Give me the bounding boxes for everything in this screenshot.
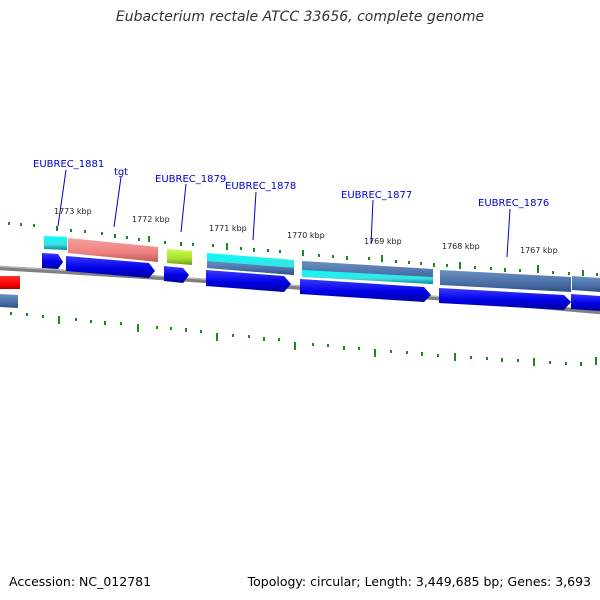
feature-box[interactable] xyxy=(572,276,600,292)
gene-label[interactable]: EUBREC_1879 xyxy=(155,174,226,185)
gene-label[interactable]: tgt xyxy=(114,167,128,178)
feature-box[interactable] xyxy=(167,249,192,265)
feature-box[interactable] xyxy=(0,294,18,308)
cds-arrow[interactable] xyxy=(66,256,155,278)
gene-label[interactable]: EUBREC_1881 xyxy=(33,159,104,170)
scale-label: 1773 kbp xyxy=(54,207,92,216)
feature-box[interactable] xyxy=(302,270,433,284)
cds-arrow[interactable] xyxy=(571,294,600,311)
scale-label: 1769 kbp xyxy=(364,237,402,246)
scale-labels: 1773 kbp 1772 kbp 1771 kbp 1770 kbp 1769… xyxy=(54,207,558,255)
cds-arrow[interactable] xyxy=(300,279,431,302)
inner-tick-row xyxy=(10,312,597,366)
scale-label: 1767 kbp xyxy=(520,246,558,255)
genome-summary-label: Topology: circular; Length: 3,449,685 bp… xyxy=(247,574,591,589)
gene-label[interactable]: EUBREC_1877 xyxy=(341,190,412,201)
scale-label: 1768 kbp xyxy=(442,242,480,251)
feature-box[interactable] xyxy=(44,236,67,250)
cds-arrow[interactable] xyxy=(439,288,571,310)
feature-box[interactable] xyxy=(440,270,571,292)
scale-label: 1772 kbp xyxy=(132,215,170,224)
feature-box[interactable] xyxy=(207,261,294,275)
scale-label: 1771 kbp xyxy=(209,224,247,233)
feature-box[interactable] xyxy=(68,238,158,262)
feature-track-upper xyxy=(0,236,600,308)
outer-tick-row xyxy=(8,222,598,276)
trna-arrow[interactable] xyxy=(0,276,20,289)
feature-track-lower xyxy=(0,253,600,311)
gene-label[interactable]: EUBREC_1876 xyxy=(478,198,549,209)
scale-label: 1770 kbp xyxy=(287,231,325,240)
label-leaders xyxy=(57,169,511,258)
accession-label: Accession: NC_012781 xyxy=(9,574,152,589)
cds-arrow[interactable] xyxy=(42,253,63,269)
gene-label[interactable]: EUBREC_1878 xyxy=(225,181,296,192)
genome-title: Eubacterium rectale ATCC 33656, complete… xyxy=(115,9,485,25)
gene-labels: EUBREC_1881 tgt EUBREC_1879 EUBREC_1878 … xyxy=(33,159,549,209)
cds-arrow[interactable] xyxy=(206,270,291,292)
cds-arrow[interactable] xyxy=(164,266,189,283)
